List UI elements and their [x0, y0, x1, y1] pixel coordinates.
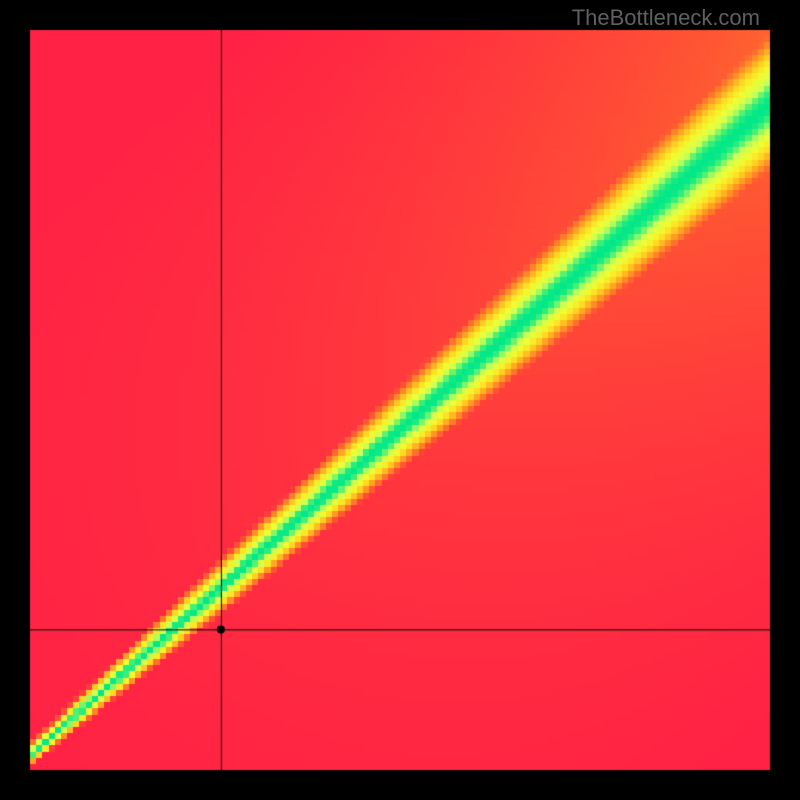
bottleneck-heatmap	[0, 0, 800, 800]
watermark-text: TheBottleneck.com	[572, 5, 760, 31]
